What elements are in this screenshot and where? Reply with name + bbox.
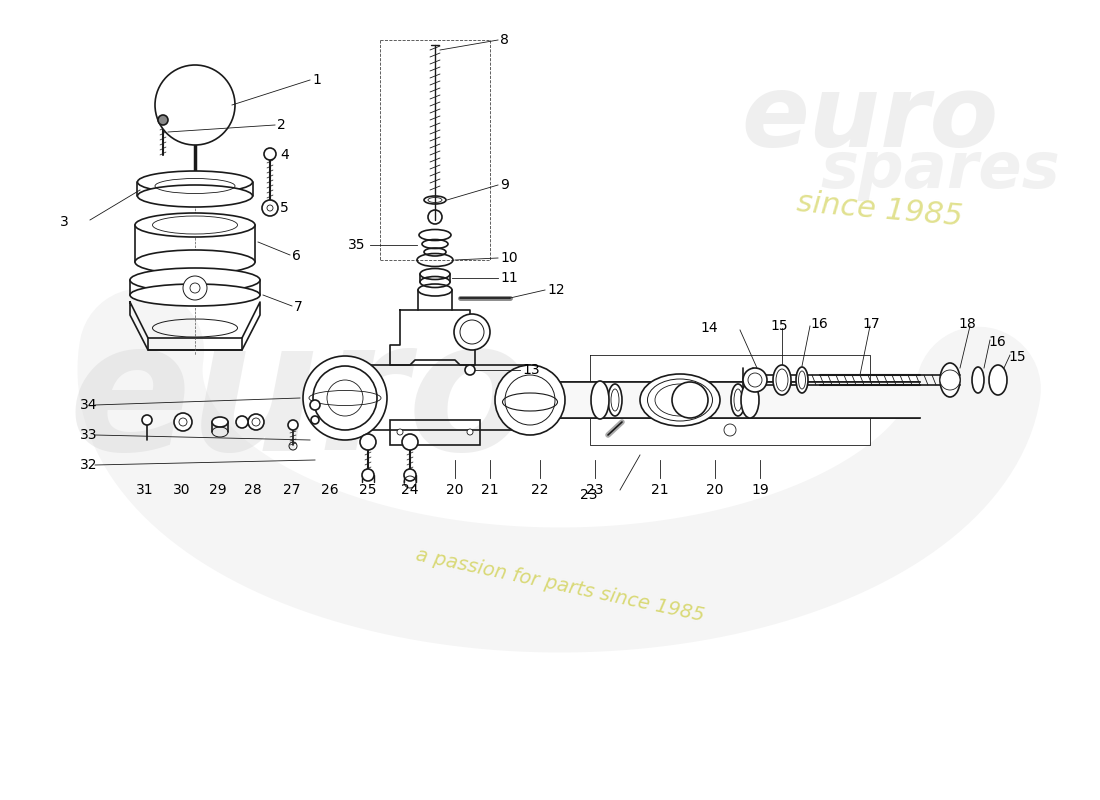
Circle shape	[288, 420, 298, 430]
Text: 25: 25	[360, 483, 376, 497]
Text: 12: 12	[547, 283, 564, 297]
Ellipse shape	[654, 384, 705, 416]
Circle shape	[311, 416, 319, 424]
Circle shape	[262, 200, 278, 216]
Text: 4: 4	[280, 148, 288, 162]
Circle shape	[264, 148, 276, 160]
Circle shape	[142, 415, 152, 425]
Circle shape	[402, 434, 418, 450]
Text: 23: 23	[586, 483, 604, 497]
Circle shape	[397, 429, 403, 435]
Text: 15: 15	[1008, 350, 1025, 364]
Circle shape	[742, 368, 767, 392]
Circle shape	[267, 205, 273, 211]
Circle shape	[460, 320, 484, 344]
Text: 32: 32	[80, 458, 98, 472]
Ellipse shape	[741, 382, 759, 418]
Circle shape	[183, 276, 207, 300]
Text: 29: 29	[209, 483, 227, 497]
Text: 5: 5	[280, 201, 288, 215]
Ellipse shape	[135, 213, 255, 237]
Text: 20: 20	[706, 483, 724, 497]
Text: 19: 19	[751, 483, 769, 497]
Ellipse shape	[732, 384, 745, 416]
Text: 2: 2	[277, 118, 286, 132]
Text: 27: 27	[284, 483, 300, 497]
Ellipse shape	[773, 365, 791, 395]
Text: 20: 20	[447, 483, 464, 497]
Circle shape	[404, 469, 416, 481]
Circle shape	[327, 380, 363, 416]
Text: 15: 15	[770, 319, 788, 333]
Text: 24: 24	[402, 483, 419, 497]
Bar	[345, 365, 530, 430]
Text: 3: 3	[60, 215, 68, 229]
Bar	[390, 420, 480, 445]
Text: euro: euro	[68, 312, 532, 488]
Text: 21: 21	[651, 483, 669, 497]
Text: spares: spares	[821, 139, 1060, 201]
Text: 7: 7	[294, 300, 302, 314]
Text: 18: 18	[958, 317, 976, 331]
Text: 14: 14	[700, 321, 717, 335]
Ellipse shape	[940, 363, 960, 397]
Circle shape	[310, 400, 320, 410]
Circle shape	[236, 416, 248, 428]
Circle shape	[454, 314, 490, 350]
Text: 23: 23	[580, 488, 597, 502]
Text: 26: 26	[321, 483, 339, 497]
Ellipse shape	[130, 268, 260, 292]
Circle shape	[360, 434, 376, 450]
Ellipse shape	[640, 374, 720, 426]
Text: 31: 31	[136, 483, 154, 497]
Text: a passion for parts since 1985: a passion for parts since 1985	[414, 545, 706, 625]
Ellipse shape	[591, 381, 609, 419]
Text: 16: 16	[988, 335, 1005, 349]
Ellipse shape	[130, 284, 260, 306]
Ellipse shape	[138, 185, 253, 207]
Circle shape	[465, 365, 475, 375]
Text: 8: 8	[500, 33, 509, 47]
Ellipse shape	[608, 384, 622, 416]
Text: 22: 22	[531, 483, 549, 497]
Text: 10: 10	[500, 251, 518, 265]
Circle shape	[158, 115, 168, 125]
Ellipse shape	[972, 367, 984, 393]
Ellipse shape	[796, 367, 808, 393]
Circle shape	[724, 424, 736, 436]
Text: 16: 16	[810, 317, 827, 331]
Ellipse shape	[138, 171, 253, 193]
Text: 13: 13	[522, 363, 540, 377]
Text: 30: 30	[174, 483, 190, 497]
Circle shape	[495, 365, 565, 435]
Text: since 1985: since 1985	[795, 188, 965, 232]
Circle shape	[302, 356, 387, 440]
Text: 28: 28	[244, 483, 262, 497]
Circle shape	[362, 469, 374, 481]
Circle shape	[505, 375, 556, 425]
Circle shape	[468, 429, 473, 435]
Circle shape	[174, 413, 192, 431]
Circle shape	[940, 370, 960, 390]
Text: 1: 1	[312, 73, 321, 87]
Circle shape	[155, 65, 235, 145]
Text: 9: 9	[500, 178, 509, 192]
Text: 33: 33	[80, 428, 98, 442]
Text: 21: 21	[481, 483, 498, 497]
Circle shape	[248, 414, 264, 430]
Text: 6: 6	[292, 249, 301, 263]
Text: 35: 35	[348, 238, 365, 252]
Text: 34: 34	[80, 398, 98, 412]
Ellipse shape	[135, 250, 255, 274]
Bar	[530, 382, 920, 418]
Text: 17: 17	[862, 317, 880, 331]
Text: euro: euro	[741, 71, 999, 169]
Ellipse shape	[989, 365, 1006, 395]
Circle shape	[314, 366, 377, 430]
Ellipse shape	[212, 417, 228, 427]
Circle shape	[190, 283, 200, 293]
Circle shape	[672, 382, 708, 418]
Text: 11: 11	[500, 271, 518, 285]
Ellipse shape	[648, 379, 713, 421]
